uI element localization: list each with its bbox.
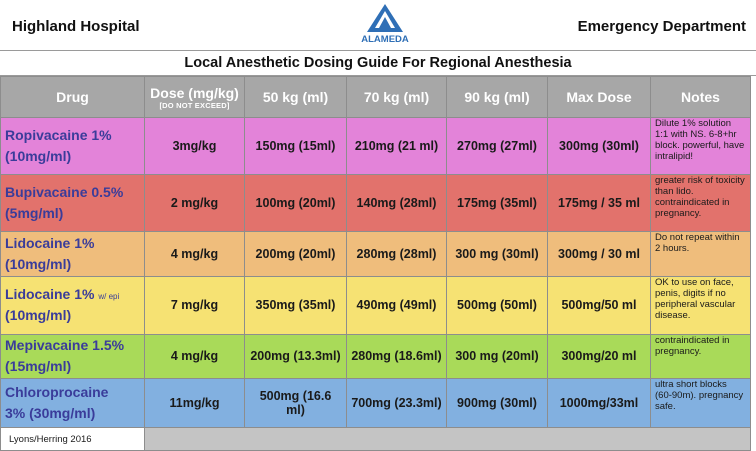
volume-70kg-cell: 490mg (49ml): [346, 276, 447, 335]
volume-90kg-cell: 500mg (50ml): [446, 276, 548, 335]
table-row: Ropivacaine 1% (10mg/ml) 3mg/kg 150mg (1…: [0, 116, 751, 176]
header-row: Drug Dose (mg/kg) [DO NOT EXCEED] 50 kg …: [0, 76, 751, 118]
col-header-50kg: 50 kg (ml): [244, 76, 347, 118]
volume-50kg-cell: 200mg (20ml): [244, 231, 347, 278]
notes-cell: OK to use on face, penis, digits if no p…: [650, 276, 751, 335]
drug-cell: Chloroprocaine 3% (30mg/ml): [0, 378, 145, 429]
volume-70kg-cell: 210mg (21 ml): [346, 116, 447, 176]
department-name: Emergency Department: [577, 18, 746, 35]
volume-50kg-cell: 150mg (15ml): [244, 116, 347, 176]
drug-name: Lidocaine 1%: [5, 235, 95, 252]
max-dose-cell: 300mg/20 ml: [547, 333, 651, 380]
max-dose-cell: 500mg/50 ml: [547, 276, 651, 335]
volume-70kg-cell: 700mg (23.3ml): [346, 378, 447, 429]
drug-concentration: 3% (30mg/ml): [5, 405, 96, 422]
max-dose-cell: 300mg / 30 ml: [547, 231, 651, 278]
dosing-table: Drug Dose (mg/kg) [DO NOT EXCEED] 50 kg …: [0, 76, 751, 451]
volume-90kg-cell: 270mg (27ml): [446, 116, 548, 176]
drug-concentration: (15mg/ml): [5, 358, 72, 375]
drug-concentration: (10mg/ml): [5, 307, 72, 324]
hospital-name: Highland Hospital: [12, 18, 140, 35]
max-dose-cell: 300mg (30ml): [547, 116, 651, 176]
max-dose-cell: 175mg / 35 ml: [547, 174, 651, 233]
notes-cell: Do not repeat within 2 hours.: [650, 231, 751, 278]
table-row: Chloroprocaine 3% (30mg/ml) 11mg/kg 500m…: [0, 378, 751, 429]
notes-cell: greater risk of toxicity than lido. cont…: [650, 174, 751, 233]
drug-concentration: (10mg/ml): [5, 256, 72, 273]
volume-50kg-cell: 100mg (20ml): [244, 174, 347, 233]
dose-cell: 2 mg/kg: [144, 174, 245, 233]
credit-text: Lyons/Herring 2016: [0, 427, 145, 451]
volume-90kg-cell: 300 mg (20ml): [446, 333, 548, 380]
table-row: Lidocaine 1% w/ epi (10mg/ml) 7 mg/kg 35…: [0, 276, 751, 335]
alameda-logo: ALAMEDA: [361, 4, 409, 45]
volume-90kg-cell: 175mg (35ml): [446, 174, 548, 233]
logo-text: ALAMEDA: [361, 34, 409, 45]
drug-name: Lidocaine 1%: [5, 286, 95, 303]
volume-50kg-cell: 500mg (16.6 ml): [244, 378, 347, 429]
col-header-drug: Drug: [0, 76, 145, 118]
volume-90kg-cell: 900mg (30ml): [446, 378, 548, 429]
drug-cell: Ropivacaine 1% (10mg/ml): [0, 116, 145, 176]
page-title: Local Anesthetic Dosing Guide For Region…: [0, 51, 756, 76]
max-dose-cell: 1000mg/33ml: [547, 378, 651, 429]
table-row: Bupivacaine 0.5% (5mg/ml) 2 mg/kg 100mg …: [0, 174, 751, 233]
footer-filler: [144, 427, 751, 451]
footer-row: Lyons/Herring 2016: [0, 427, 751, 451]
notes-cell: ultra short blocks (60-90m). pregnancy s…: [650, 378, 751, 429]
col-header-90kg: 90 kg (ml): [446, 76, 548, 118]
drug-concentration: (10mg/ml): [5, 148, 72, 165]
drug-name: Bupivacaine 0.5%: [5, 184, 124, 201]
dose-header-warning: [DO NOT EXCEED]: [159, 100, 230, 110]
table-row: Lidocaine 1% (10mg/ml) 4 mg/kg 200mg (20…: [0, 231, 751, 278]
col-header-70kg: 70 kg (ml): [346, 76, 447, 118]
drug-name: Ropivacaine 1%: [5, 127, 112, 144]
drug-name: Mepivacaine 1.5%: [5, 337, 125, 354]
col-header-dose: Dose (mg/kg) [DO NOT EXCEED]: [144, 76, 245, 118]
volume-90kg-cell: 300 mg (30ml): [446, 231, 548, 278]
dose-cell: 11mg/kg: [144, 378, 245, 429]
dose-cell: 4 mg/kg: [144, 231, 245, 278]
drug-cell: Bupivacaine 0.5% (5mg/ml): [0, 174, 145, 233]
col-header-max-dose: Max Dose: [547, 76, 651, 118]
notes-cell: contraindicated in pregnancy.: [650, 333, 751, 380]
dose-cell: 4 mg/kg: [144, 333, 245, 380]
volume-70kg-cell: 280mg (28ml): [346, 231, 447, 278]
drug-cell: Mepivacaine 1.5% (15mg/ml): [0, 333, 145, 380]
drug-cell: Lidocaine 1% w/ epi (10mg/ml): [0, 276, 145, 335]
drug-name: Chloroprocaine: [5, 384, 109, 401]
table-row: Mepivacaine 1.5% (15mg/ml) 4 mg/kg 200mg…: [0, 333, 751, 380]
col-header-notes: Notes: [650, 76, 751, 118]
dose-header-label: Dose (mg/kg): [150, 84, 239, 101]
volume-70kg-cell: 280mg (18.6ml): [346, 333, 447, 380]
volume-70kg-cell: 140mg (28ml): [346, 174, 447, 233]
drug-concentration: (5mg/ml): [5, 205, 64, 222]
drug-cell: Lidocaine 1% (10mg/ml): [0, 231, 145, 278]
volume-50kg-cell: 200mg (13.3ml): [244, 333, 347, 380]
header-bar: Highland Hospital ALAMEDA Emergency Depa…: [0, 0, 756, 51]
volume-50kg-cell: 350mg (35ml): [244, 276, 347, 335]
drug-suffix: w/ epi: [98, 292, 120, 302]
dose-cell: 7 mg/kg: [144, 276, 245, 335]
notes-cell: Dilute 1% solution 1:1 with NS. 6-8+hr b…: [650, 116, 751, 176]
dose-cell: 3mg/kg: [144, 116, 245, 176]
